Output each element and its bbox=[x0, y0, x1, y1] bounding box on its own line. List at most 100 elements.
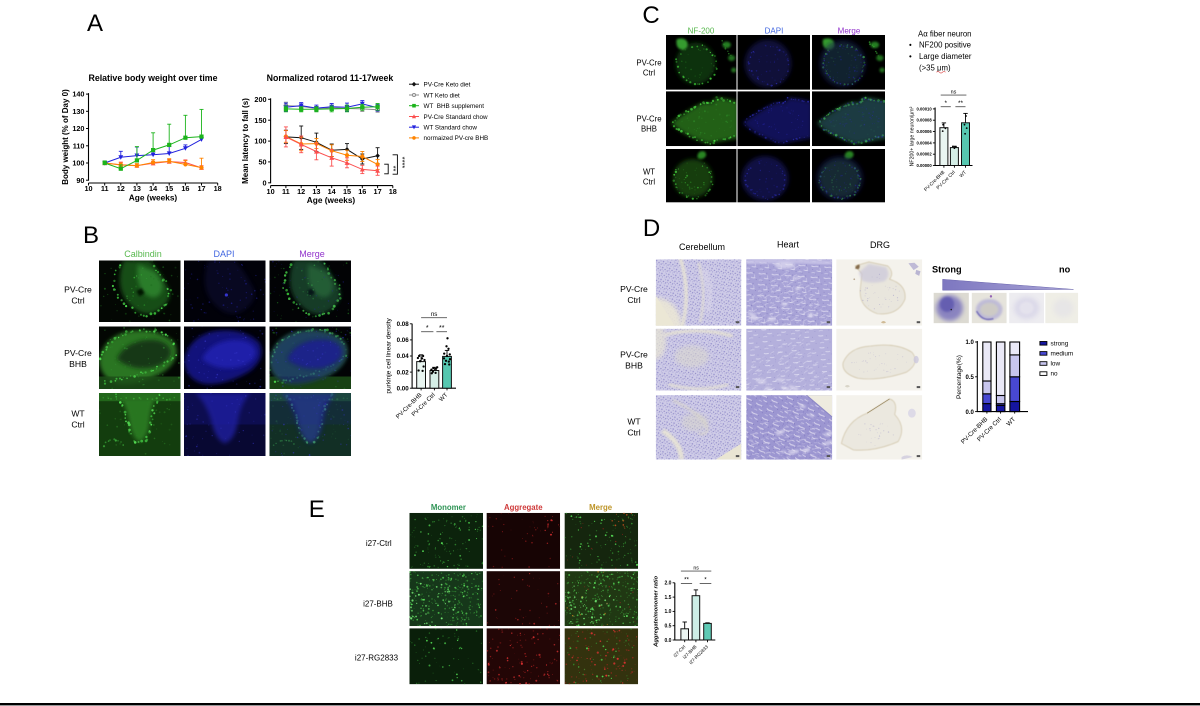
svg-text:Ctrl: Ctrl bbox=[71, 296, 84, 306]
svg-text:10: 10 bbox=[267, 187, 275, 196]
svg-text:Large diameter: Large diameter bbox=[919, 52, 972, 61]
svg-text:0.00008: 0.00008 bbox=[917, 118, 933, 123]
svg-text:WT: WT bbox=[958, 170, 968, 180]
svg-text:DAPI: DAPI bbox=[213, 249, 234, 259]
svg-text:low: low bbox=[1051, 361, 1061, 368]
svg-text:18: 18 bbox=[214, 184, 222, 193]
svg-text:WT: WT bbox=[439, 392, 450, 403]
svg-text:•: • bbox=[909, 41, 912, 50]
svg-text:0.00000: 0.00000 bbox=[917, 163, 933, 168]
svg-text:0.00006: 0.00006 bbox=[917, 129, 933, 134]
svg-text:PV-Cre Standard chow: PV-Cre Standard chow bbox=[424, 114, 489, 121]
svg-text:0.5: 0.5 bbox=[664, 624, 671, 630]
svg-text:15: 15 bbox=[343, 187, 351, 196]
svg-text:200: 200 bbox=[254, 95, 266, 104]
svg-text:WT: WT bbox=[1005, 416, 1017, 428]
svg-text:16: 16 bbox=[358, 187, 366, 196]
svg-text:Merge: Merge bbox=[838, 27, 861, 36]
svg-text:150: 150 bbox=[254, 116, 266, 125]
svg-text:0.08: 0.08 bbox=[397, 321, 410, 328]
svg-text:BHB: BHB bbox=[641, 125, 657, 134]
svg-text:WT Standard chow: WT Standard chow bbox=[424, 125, 478, 132]
svg-text:**: ** bbox=[389, 166, 398, 172]
svg-text:WT: WT bbox=[627, 417, 641, 427]
svg-text:130: 130 bbox=[72, 107, 84, 116]
svg-text:•: • bbox=[909, 52, 912, 61]
svg-text:A: A bbox=[87, 10, 103, 37]
svg-text:Body weight (% of Day 0): Body weight (% of Day 0) bbox=[61, 89, 70, 185]
svg-text:Ctrl: Ctrl bbox=[71, 420, 84, 430]
svg-text:Ctrl: Ctrl bbox=[627, 295, 640, 305]
svg-text:ns: ns bbox=[951, 89, 957, 95]
svg-text:BHB: BHB bbox=[69, 359, 87, 369]
svg-text:16: 16 bbox=[181, 184, 189, 193]
svg-text:PV-Cre Keto diet: PV-Cre Keto diet bbox=[424, 82, 471, 89]
svg-text:11: 11 bbox=[101, 184, 109, 193]
svg-text:0.00: 0.00 bbox=[397, 385, 410, 392]
svg-text:Age (weeks): Age (weeks) bbox=[129, 193, 178, 203]
svg-text:**: ** bbox=[439, 325, 445, 332]
svg-text:PV-Cre: PV-Cre bbox=[620, 350, 648, 360]
svg-text:Percentage(%): Percentage(%) bbox=[956, 355, 963, 399]
svg-text:Aggregate: Aggregate bbox=[504, 503, 543, 512]
svg-text:0.04: 0.04 bbox=[397, 353, 410, 360]
svg-text:*: * bbox=[945, 100, 948, 107]
svg-text:12: 12 bbox=[297, 187, 305, 196]
svg-text:100: 100 bbox=[254, 137, 266, 146]
svg-text:Normalized rotarod 11-17week: Normalized rotarod 11-17week bbox=[267, 73, 394, 83]
svg-text:2.0: 2.0 bbox=[664, 581, 671, 587]
svg-text:90: 90 bbox=[76, 176, 84, 185]
svg-text:18: 18 bbox=[389, 187, 397, 196]
svg-text:ns: ns bbox=[431, 311, 438, 318]
svg-text:i27-Ctrl: i27-Ctrl bbox=[366, 539, 392, 548]
svg-text:Mean latency to fall (s): Mean latency to fall (s) bbox=[241, 98, 250, 184]
svg-text:1.0: 1.0 bbox=[966, 340, 975, 346]
svg-text:Calbindin: Calbindin bbox=[124, 249, 162, 259]
svg-text:1.0: 1.0 bbox=[664, 609, 671, 615]
svg-text:0.00010: 0.00010 bbox=[917, 106, 933, 111]
svg-text:strong: strong bbox=[1051, 340, 1069, 347]
svg-text:WT: WT bbox=[643, 168, 655, 177]
svg-text:Strong: Strong bbox=[932, 265, 962, 275]
svg-text:****: **** bbox=[398, 157, 407, 169]
svg-text:i27-BHB: i27-BHB bbox=[363, 600, 393, 609]
svg-text:Ctrl: Ctrl bbox=[627, 428, 640, 438]
svg-text:0.0: 0.0 bbox=[664, 638, 671, 644]
svg-text:**: ** bbox=[684, 577, 689, 584]
svg-text:Aα fiber neuron: Aα fiber neuron bbox=[918, 30, 972, 39]
svg-text:PV-Cre: PV-Cre bbox=[64, 285, 92, 295]
svg-text:purkinje cell linear density: purkinje cell linear density bbox=[386, 317, 393, 393]
svg-text:0: 0 bbox=[263, 178, 267, 187]
svg-text:Merge: Merge bbox=[299, 249, 325, 259]
svg-text:120: 120 bbox=[72, 124, 84, 133]
svg-text:13: 13 bbox=[133, 184, 141, 193]
svg-text:Monomer: Monomer bbox=[431, 503, 466, 512]
svg-text:**: ** bbox=[958, 100, 964, 107]
svg-text:DAPI: DAPI bbox=[765, 27, 784, 36]
svg-text:0.02: 0.02 bbox=[397, 369, 410, 376]
svg-text:14: 14 bbox=[328, 187, 337, 196]
svg-text:Aggregate/monomer ratio: Aggregate/monomer ratio bbox=[654, 576, 660, 648]
svg-text:0.00004: 0.00004 bbox=[917, 140, 933, 145]
svg-text:Heart: Heart bbox=[777, 240, 800, 250]
svg-text:medium: medium bbox=[1051, 350, 1074, 357]
svg-text:NF200 positive: NF200 positive bbox=[919, 41, 971, 50]
svg-text:1.5: 1.5 bbox=[664, 595, 671, 601]
svg-text:17: 17 bbox=[197, 184, 205, 193]
svg-text:D: D bbox=[643, 215, 660, 242]
svg-text:no: no bbox=[1051, 371, 1059, 378]
svg-text:15: 15 bbox=[165, 184, 173, 193]
svg-text:BHB: BHB bbox=[625, 361, 643, 371]
svg-text:140: 140 bbox=[72, 90, 84, 99]
svg-text:PV-Cre: PV-Cre bbox=[64, 348, 92, 358]
svg-text:0.06: 0.06 bbox=[397, 337, 410, 344]
svg-text:PV-Cre: PV-Cre bbox=[620, 284, 648, 294]
svg-text:NF-200: NF-200 bbox=[688, 27, 715, 36]
svg-text:PV-Cre: PV-Cre bbox=[636, 115, 661, 124]
svg-text:Merge: Merge bbox=[589, 503, 613, 512]
svg-text:i27-RG2833: i27-RG2833 bbox=[355, 654, 399, 663]
svg-text:17: 17 bbox=[374, 187, 382, 196]
svg-text:13: 13 bbox=[312, 187, 320, 196]
svg-text:12: 12 bbox=[117, 184, 125, 193]
svg-text:*: * bbox=[426, 325, 429, 332]
